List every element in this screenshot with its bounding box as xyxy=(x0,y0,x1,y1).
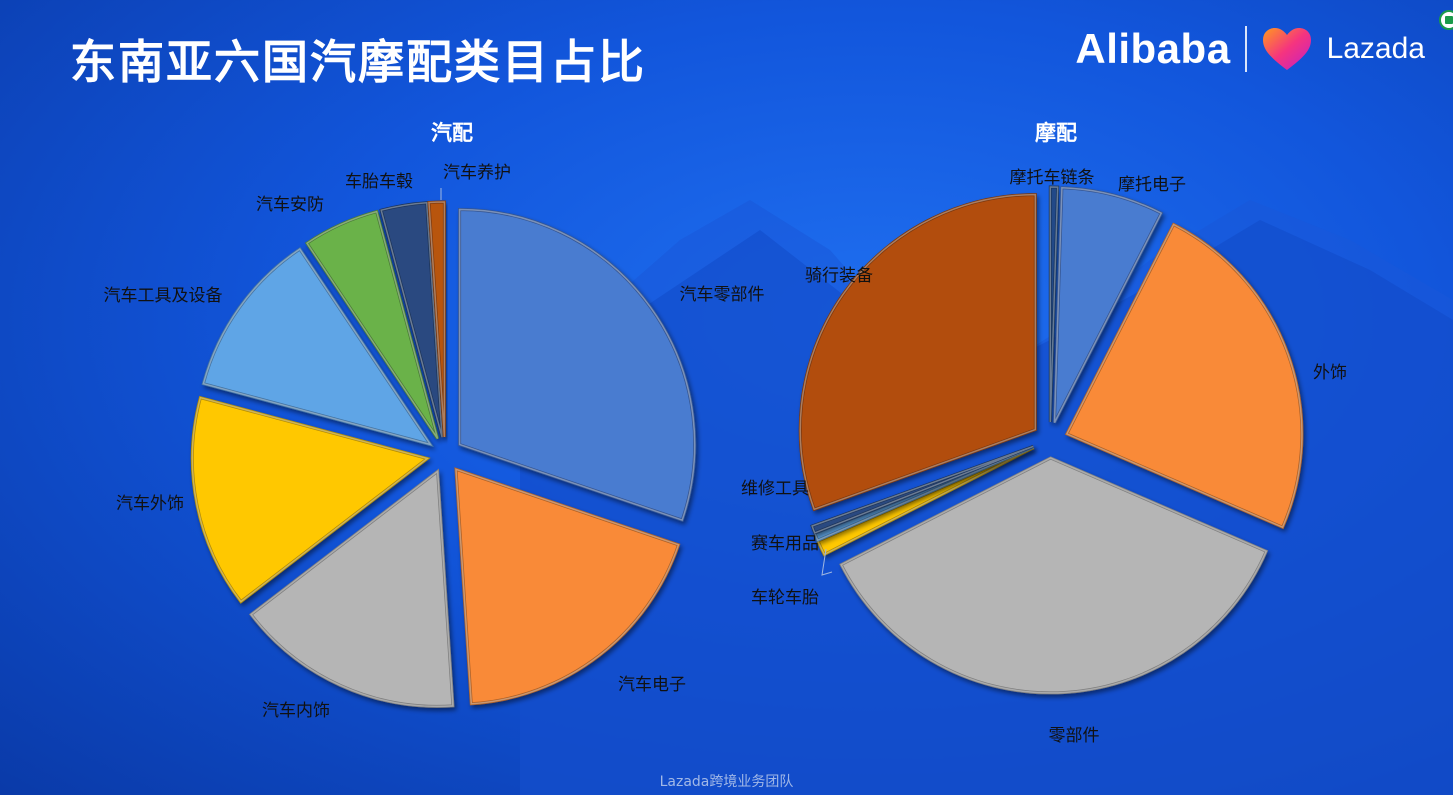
pie-label-1-0: 摩托车链条 xyxy=(1010,168,1095,188)
pie-label-0-2: 汽车内饰 xyxy=(262,701,330,721)
leader-line-1-5 xyxy=(821,548,833,576)
pie-label-0-6: 车胎车毂 xyxy=(345,172,413,192)
footer-text: Lazada跨境业务团队 xyxy=(659,774,794,790)
pie-slice-0-6 xyxy=(379,201,444,438)
pie-label-0-3: 汽车外饰 xyxy=(116,494,184,514)
logo-divider xyxy=(1244,26,1247,72)
pie-label-0-4: 汽车工具及设备 xyxy=(104,286,223,306)
pie-slice-0-4 xyxy=(201,247,434,447)
pie-slice-0-3 xyxy=(190,395,431,604)
pie-slice-edge-0-1 xyxy=(455,468,680,705)
pie-label-1-4: 车轮车胎 xyxy=(751,588,819,608)
pie-slice-edge-0-7 xyxy=(428,201,446,438)
pie-slice-edge-0-4 xyxy=(202,248,433,446)
pie-slice-0-2 xyxy=(248,468,455,708)
pie-slice-edge-0-5 xyxy=(305,210,439,440)
alibaba-logo: Alibaba xyxy=(1075,25,1231,72)
pie-slice-0-1 xyxy=(454,467,681,706)
sheet-icon[interactable] xyxy=(1439,10,1453,30)
pie-label-0-7: 汽车养护 xyxy=(443,163,511,183)
lazada-logo: Lazada xyxy=(1326,32,1425,65)
pie-slice-edge-1-3 xyxy=(840,457,1268,694)
pie-slice-0-0 xyxy=(458,207,697,523)
pie-slice-0-7 xyxy=(427,200,446,438)
pie-label-0-5: 汽车安防 xyxy=(256,195,324,215)
pie-slice-1-6 xyxy=(810,444,1034,535)
pie-slice-edge-1-7 xyxy=(799,193,1037,511)
pie-label-1-3: 零部件 xyxy=(1049,726,1100,746)
pie-slice-1-3 xyxy=(839,456,1269,695)
pie-slice-edge-0-3 xyxy=(191,396,429,603)
pie-slice-edge-1-6 xyxy=(811,445,1034,534)
pie-slice-edge-1-2 xyxy=(1065,223,1303,529)
page-title: 东南亚六国汽摩配类目占比 xyxy=(70,35,646,89)
pie-slice-0-5 xyxy=(304,209,440,440)
pie-slice-1-1 xyxy=(1053,186,1164,424)
pie-slice-edge-1-1 xyxy=(1053,186,1163,423)
pie-label-1-7: 骑行装备 xyxy=(805,266,873,286)
logo-area: Alibaba Lazada xyxy=(1075,22,1425,76)
pie-slice-edge-0-0 xyxy=(458,208,696,522)
pie-slice-1-7 xyxy=(798,193,1037,512)
lazada-heart-icon xyxy=(1262,28,1311,70)
pie-label-0-1: 汽车电子 xyxy=(618,675,686,695)
chart-title-qipei: 汽配 xyxy=(431,121,473,145)
pie-slice-edge-1-0 xyxy=(1049,186,1059,423)
pie-slice-edge-0-2 xyxy=(250,469,454,708)
pie-slice-1-0 xyxy=(1048,185,1060,423)
pie-slice-edge-0-6 xyxy=(380,201,443,438)
chart-title-mopei: 摩配 xyxy=(1035,121,1077,145)
pie-slice-1-2 xyxy=(1064,222,1304,530)
pie-label-1-2: 外饰 xyxy=(1313,363,1347,383)
pie-label-0-0: 汽车零部件 xyxy=(680,285,765,305)
pie-label-1-1: 摩托电子 xyxy=(1118,175,1186,195)
pie-label-1-5: 赛车用品 xyxy=(751,533,819,554)
pie-label-1-6: 维修工具 xyxy=(741,479,809,499)
